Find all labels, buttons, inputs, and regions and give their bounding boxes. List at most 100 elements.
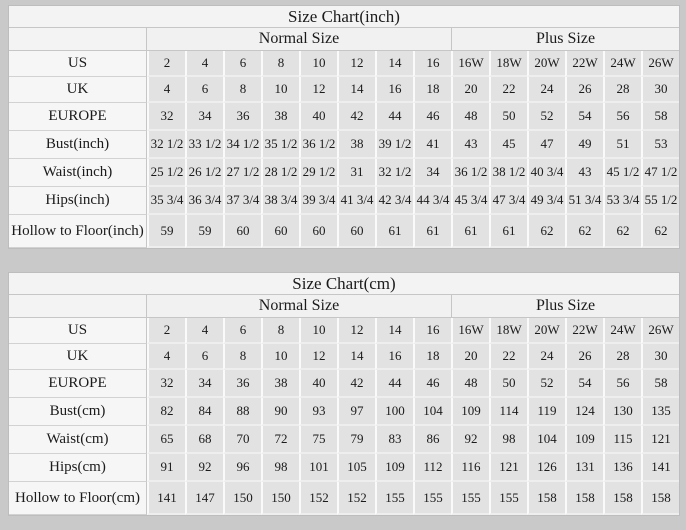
size-value-cell: 18W bbox=[489, 51, 527, 77]
size-value-cell: 50 bbox=[489, 370, 527, 398]
size-value-cell: 6 bbox=[185, 344, 223, 370]
size-value-cell: 124 bbox=[565, 398, 603, 426]
size-value-cell: 104 bbox=[527, 426, 565, 454]
size-value-cell: 36 bbox=[223, 370, 261, 398]
size-value-cell: 131 bbox=[565, 454, 603, 482]
size-chart-cm: Size Chart(cm) Normal Size Plus Size US 2 4 6 8… bbox=[8, 272, 680, 516]
size-value-cell: 83 bbox=[375, 426, 413, 454]
size-value-cell: 40 bbox=[299, 370, 337, 398]
size-value-cell: 14 bbox=[375, 51, 413, 77]
size-value-cell: 38 bbox=[261, 370, 299, 398]
table-row: Hollow to Floor(cm) 141 147 150 150 152 152 155… bbox=[9, 482, 679, 515]
size-table: Size Chart(inch) Normal Size Plus Size US 2 4… bbox=[8, 5, 680, 249]
row-label: UK bbox=[9, 77, 147, 103]
table-row: Hollow to Floor(inch) 59 59 60 60 60 60 61 61 61 6… bbox=[9, 215, 679, 248]
row-label: Bust(inch) bbox=[9, 131, 147, 159]
corner-cell bbox=[9, 28, 147, 51]
size-value-cell: 10 bbox=[261, 344, 299, 370]
size-value-cell: 4 bbox=[185, 51, 223, 77]
size-value-cell: 33 1/2 bbox=[185, 131, 223, 159]
row-label: Hollow to Floor(inch) bbox=[9, 215, 147, 248]
size-value-cell: 41 bbox=[413, 131, 451, 159]
size-value-cell: 16 bbox=[375, 344, 413, 370]
size-value-cell: 119 bbox=[527, 398, 565, 426]
size-value-cell: 114 bbox=[489, 398, 527, 426]
size-value-cell: 14 bbox=[375, 318, 413, 344]
size-value-cell: 60 bbox=[337, 215, 375, 248]
row-label: Hips(cm) bbox=[9, 454, 147, 482]
size-value-cell: 29 1/2 bbox=[299, 159, 337, 187]
row-label: Bust(cm) bbox=[9, 398, 147, 426]
size-value-cell: 61 bbox=[375, 215, 413, 248]
size-value-cell: 152 bbox=[337, 482, 375, 515]
table-row: Bust(inch) 32 1/2 33 1/2 34 1/2 35 1/2 36 1/2… bbox=[9, 131, 679, 159]
corner-cell bbox=[9, 295, 147, 318]
table-row: Bust(cm) 82 84 88 90 93 97 100 104 109 114 119 124 13… bbox=[9, 398, 679, 426]
size-value-cell: 53 3/4 bbox=[603, 187, 641, 215]
table-row: EUROPE 32 34 36 38 40 42 44 46 48 50 52 54 56 58 bbox=[9, 103, 679, 131]
size-value-cell: 2 bbox=[147, 51, 185, 77]
row-label: EUROPE bbox=[9, 370, 147, 398]
size-value-cell: 4 bbox=[185, 318, 223, 344]
size-value-cell: 158 bbox=[565, 482, 603, 515]
size-value-cell: 49 bbox=[565, 131, 603, 159]
size-value-cell: 96 bbox=[223, 454, 261, 482]
size-value-cell: 56 bbox=[603, 370, 641, 398]
size-value-cell: 16 bbox=[375, 77, 413, 103]
size-value-cell: 54 bbox=[565, 103, 603, 131]
size-value-cell: 14 bbox=[337, 344, 375, 370]
row-label: UK bbox=[9, 344, 147, 370]
size-value-cell: 2 bbox=[147, 318, 185, 344]
size-value-cell: 16W bbox=[451, 51, 489, 77]
size-value-cell: 109 bbox=[451, 398, 489, 426]
size-value-cell: 12 bbox=[337, 318, 375, 344]
size-value-cell: 10 bbox=[299, 51, 337, 77]
table-row: UK 4 6 8 10 12 14 16 18 20 22 24 26 28 30 bbox=[9, 77, 679, 103]
normal-size-header: Normal Size bbox=[147, 28, 451, 51]
size-value-cell: 72 bbox=[261, 426, 299, 454]
size-value-cell: 41 3/4 bbox=[337, 187, 375, 215]
size-value-cell: 30 bbox=[641, 344, 679, 370]
size-value-cell: 44 3/4 bbox=[413, 187, 451, 215]
table-row: EUROPE 32 34 36 38 40 42 44 46 48 50 52 54 56 58 bbox=[9, 370, 679, 398]
size-value-cell: 158 bbox=[641, 482, 679, 515]
size-value-cell: 101 bbox=[299, 454, 337, 482]
size-value-cell: 97 bbox=[337, 398, 375, 426]
size-value-cell: 56 bbox=[603, 103, 641, 131]
size-value-cell: 59 bbox=[185, 215, 223, 248]
size-value-cell: 47 3/4 bbox=[489, 187, 527, 215]
size-value-cell: 32 1/2 bbox=[375, 159, 413, 187]
size-value-cell: 34 1/2 bbox=[223, 131, 261, 159]
size-value-cell: 40 3/4 bbox=[527, 159, 565, 187]
size-value-cell: 48 bbox=[451, 103, 489, 131]
normal-size-header: Normal Size bbox=[147, 295, 451, 318]
size-value-cell: 26W bbox=[641, 51, 679, 77]
size-value-cell: 135 bbox=[641, 398, 679, 426]
size-value-cell: 61 bbox=[451, 215, 489, 248]
size-value-cell: 141 bbox=[147, 482, 185, 515]
size-value-cell: 121 bbox=[489, 454, 527, 482]
table-row: US 2 4 6 8 10 12 14 16 16W 18W 20W 22W 24W 26W bbox=[9, 318, 679, 344]
size-value-cell: 91 bbox=[147, 454, 185, 482]
size-value-cell: 18 bbox=[413, 77, 451, 103]
size-value-cell: 43 bbox=[451, 131, 489, 159]
size-value-cell: 48 bbox=[451, 370, 489, 398]
size-value-cell: 58 bbox=[641, 370, 679, 398]
size-value-cell: 155 bbox=[451, 482, 489, 515]
size-value-cell: 45 3/4 bbox=[451, 187, 489, 215]
size-value-cell: 22W bbox=[565, 51, 603, 77]
size-value-cell: 43 bbox=[565, 159, 603, 187]
size-value-cell: 136 bbox=[603, 454, 641, 482]
size-value-cell: 26 1/2 bbox=[185, 159, 223, 187]
size-value-cell: 52 bbox=[527, 370, 565, 398]
size-value-cell: 20W bbox=[527, 51, 565, 77]
size-value-cell: 98 bbox=[261, 454, 299, 482]
size-value-cell: 26W bbox=[641, 318, 679, 344]
size-value-cell: 32 1/2 bbox=[147, 131, 185, 159]
size-value-cell: 51 bbox=[603, 131, 641, 159]
size-value-cell: 38 bbox=[337, 131, 375, 159]
size-value-cell: 12 bbox=[299, 77, 337, 103]
size-value-cell: 30 bbox=[641, 77, 679, 103]
size-value-cell: 51 3/4 bbox=[565, 187, 603, 215]
size-value-cell: 12 bbox=[299, 344, 337, 370]
